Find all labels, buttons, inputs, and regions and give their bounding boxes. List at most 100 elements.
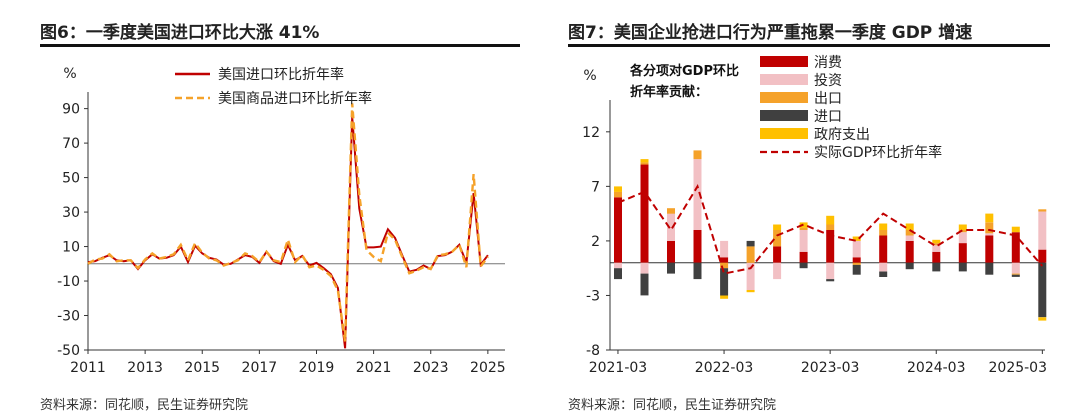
- legend-label: 进口: [814, 109, 842, 125]
- bar-segment-4: [720, 268, 729, 296]
- x-tick-label: 2025-03: [989, 360, 1048, 376]
- bar-segment-3: [693, 150, 702, 160]
- x-tick-label: 2017: [242, 360, 278, 376]
- y-tick-label: 30: [62, 205, 80, 221]
- gdp-line: [617, 183, 1044, 275]
- bar-segment-3: [879, 230, 888, 236]
- bar-segment-5: [958, 224, 967, 230]
- bar-segment-1: [932, 251, 941, 263]
- bar-segment-4: [614, 268, 622, 280]
- bar-segment-5: [773, 224, 782, 230]
- series-line-2: [87, 103, 489, 342]
- bar-segment-2: [1011, 262, 1020, 274]
- legend-swatch: [760, 56, 808, 67]
- bar-segment-1: [879, 235, 888, 263]
- bar-segment-2: [667, 213, 675, 241]
- chart-panel-gdp: 图7：美国企业抢进口行为严重拖累一季度 GDP 增速 % 12 7 2 -3 -8 2021…: [560, 0, 1080, 420]
- bar-segment-1: [985, 235, 994, 263]
- x-tick-label: 2015: [184, 360, 220, 376]
- y-tick-label: -8: [586, 343, 600, 359]
- bar-segment-5: [1038, 317, 1047, 321]
- chart-title: 图6：一季度美国进口环比大涨 41%: [40, 23, 320, 43]
- x-tick-label: 2025: [470, 360, 506, 376]
- bar-segment-4: [1011, 274, 1020, 277]
- bar-segment-4: [667, 262, 675, 274]
- bar-segment-3: [905, 230, 914, 236]
- legend-label: 投资: [814, 73, 842, 89]
- x-tick-label: 2024-03: [907, 360, 966, 376]
- bar-segment-3: [720, 262, 729, 269]
- series-line-1: [87, 117, 489, 349]
- bar-segment-2: [746, 262, 755, 290]
- legend-swatch: [760, 110, 808, 121]
- bar-segment-4: [879, 271, 888, 277]
- bar-segment-1: [905, 240, 914, 263]
- bar-segment-5: [879, 223, 888, 230]
- legend-label: 美国商品进口环比折年率: [218, 90, 372, 107]
- bar-segment-2: [985, 233, 994, 236]
- bar-segment-4: [905, 262, 914, 270]
- bar-segment-2: [614, 262, 622, 269]
- bar-segment-2: [852, 240, 861, 258]
- x-tick-label: 2022-03: [695, 360, 754, 376]
- bar-segment-4: [932, 262, 941, 272]
- y-tick-label: 2: [591, 234, 600, 250]
- bar-segment-3: [958, 230, 967, 233]
- bar-segment-3: [1038, 209, 1047, 212]
- bar-segment-3: [799, 227, 808, 230]
- y-tick-label: 7: [591, 179, 600, 195]
- bar-segment-1: [852, 257, 861, 263]
- x-tick-label: 2023: [413, 360, 449, 376]
- bar-segment-2: [640, 262, 649, 274]
- bar-segment-1: [667, 240, 675, 263]
- bar-segment-2: [693, 159, 702, 230]
- bar-segment-1: [640, 164, 649, 263]
- bar-segment-1: [773, 246, 782, 263]
- y-tick-label: 12: [582, 125, 600, 141]
- bar-segment-1: [614, 197, 622, 263]
- bar-segment-3: [826, 224, 835, 230]
- chart-title: 图7：美国企业抢进口行为严重拖累一季度 GDP 增速: [568, 23, 973, 43]
- legend-label: 政府支出: [814, 127, 870, 143]
- y-tick-label: 70: [62, 136, 80, 152]
- bar-segment-4: [826, 279, 835, 282]
- y-tick-label: -30: [57, 309, 80, 325]
- legend-label: 美国进口环比折年率: [218, 66, 344, 83]
- bar-segment-2: [826, 262, 835, 280]
- bar-segment-3: [614, 191, 622, 198]
- bar-segment-3: [852, 262, 861, 265]
- y-tick-label: 90: [62, 102, 80, 118]
- bar-segment-3: [773, 230, 782, 247]
- chart-panel-import: 图6：一季度美国进口环比大涨 41% % 90 70 50 30 10 -10 -30 -50 2…: [40, 23, 520, 413]
- legend-swatch: [760, 92, 808, 103]
- legend-label: 消费: [814, 55, 842, 71]
- legend-label: 实际GDP环比折年率: [814, 144, 942, 161]
- bar-segment-5: [905, 223, 914, 230]
- bar-segment-4: [746, 240, 755, 247]
- source-note: 资料来源：同花顺，民生证券研究院: [40, 398, 249, 413]
- bar-segment-1: [720, 257, 729, 263]
- bar-segment-1: [693, 230, 702, 263]
- x-tick-label: 2021: [356, 360, 392, 376]
- bar-segment-3: [640, 162, 649, 165]
- title-underline: [568, 44, 1050, 47]
- bar-segment-4: [985, 262, 994, 275]
- bar-segment-1: [1038, 249, 1047, 263]
- bar-segment-2: [905, 235, 914, 241]
- y-tick-label: -10: [57, 274, 80, 290]
- y-tick-label: 50: [62, 171, 80, 187]
- bar-segment-5: [720, 295, 729, 299]
- bar-segment-2: [799, 230, 808, 252]
- annotation-line-2: 折年率贡献：: [630, 84, 708, 100]
- bar-segment-3: [1011, 273, 1020, 275]
- bar-segment-1: [799, 251, 808, 263]
- bar-segment-5: [985, 213, 994, 223]
- annotation-line-1: 各分项对GDP环比: [629, 63, 739, 79]
- legend-swatch: [760, 128, 808, 139]
- bar-segment-4: [640, 273, 649, 296]
- bar-segment-3: [667, 208, 675, 214]
- bar-segment-5: [614, 186, 622, 192]
- source-note: 资料来源：同花顺，民生证券研究院: [568, 398, 777, 413]
- bar-segment-2: [720, 240, 729, 258]
